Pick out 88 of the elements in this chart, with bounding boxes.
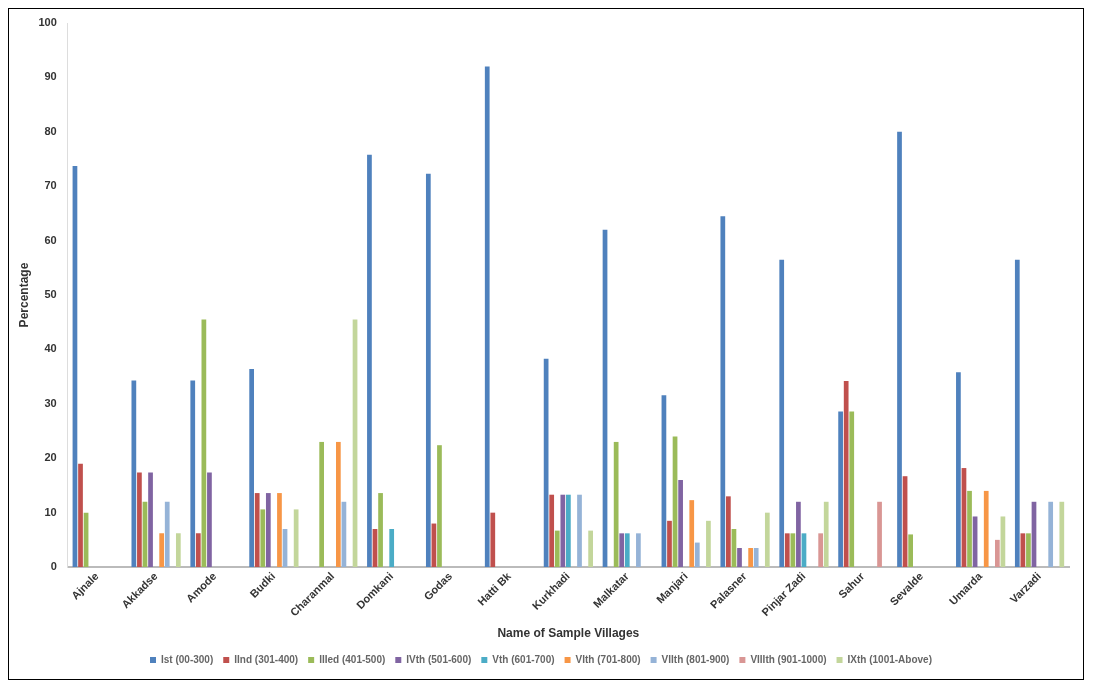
y-tick-label: 100	[38, 16, 57, 29]
bar	[265, 493, 271, 568]
y-tick-label: 90	[44, 70, 57, 83]
legend-label: Vth (601-700)	[492, 653, 555, 665]
bar	[549, 494, 555, 568]
bar	[619, 533, 625, 568]
bar	[207, 472, 212, 568]
bar	[764, 512, 770, 568]
y-tick-label: 20	[44, 451, 57, 464]
bar	[254, 493, 260, 568]
bar	[908, 534, 913, 568]
bar	[624, 533, 630, 568]
legend-label: VIIIth (901-1000)	[750, 653, 827, 665]
bar	[378, 493, 383, 568]
bar	[560, 494, 566, 568]
legend-label: VIth (701-800)	[575, 653, 641, 665]
legend-label: Ist (00-300)	[161, 653, 214, 665]
bar	[554, 530, 560, 568]
y-tick-label: 70	[44, 179, 57, 192]
bar	[897, 131, 902, 568]
bar	[389, 528, 395, 568]
bar	[849, 411, 855, 568]
y-tick-label: 60	[44, 233, 57, 246]
bar	[78, 463, 83, 568]
bar	[779, 259, 785, 568]
bar	[195, 533, 201, 568]
bar	[613, 441, 619, 568]
bar	[636, 533, 641, 568]
bar	[319, 441, 325, 568]
bar	[994, 539, 1000, 568]
bar	[726, 496, 731, 568]
bar	[131, 380, 137, 568]
bar	[667, 520, 672, 568]
bar	[678, 480, 683, 568]
bar	[437, 445, 442, 568]
bar	[484, 66, 490, 568]
bar	[784, 533, 790, 568]
bar	[983, 490, 989, 568]
bar	[249, 369, 255, 568]
y-tick-label: 40	[44, 342, 57, 355]
bar	[566, 494, 571, 568]
bar	[689, 500, 695, 568]
bar	[164, 501, 170, 568]
y-tick-label: 80	[44, 124, 57, 137]
bar	[175, 533, 181, 568]
bar	[694, 542, 700, 568]
bar	[956, 372, 961, 568]
bar	[877, 501, 882, 568]
bar	[335, 441, 341, 568]
bar	[1014, 259, 1020, 568]
bar	[720, 216, 726, 568]
legend-label: VIIth (801-900)	[661, 653, 730, 665]
y-axis-title: Percentage	[16, 262, 31, 328]
legend-label: IXth (1001-Above)	[847, 653, 933, 665]
bar	[790, 533, 796, 568]
legend-label: IVth (501-600)	[406, 653, 472, 665]
bar	[293, 509, 299, 568]
bar	[490, 512, 496, 568]
bar	[425, 173, 431, 568]
bar	[137, 472, 142, 568]
bar	[967, 490, 972, 568]
bar	[190, 380, 196, 568]
bar	[277, 493, 282, 568]
bar	[367, 154, 372, 568]
bar	[838, 411, 843, 568]
bar	[706, 520, 711, 568]
bar	[148, 472, 153, 568]
y-tick-label: 50	[44, 288, 57, 301]
y-tick-label: 30	[44, 396, 57, 409]
bar	[1048, 501, 1054, 568]
bar	[588, 530, 593, 568]
bar	[818, 533, 824, 568]
bar	[796, 501, 801, 568]
bar	[737, 548, 742, 568]
bar	[753, 548, 759, 568]
bar	[823, 501, 829, 568]
y-tick-label: 0	[50, 560, 57, 573]
bar	[577, 494, 582, 568]
bar	[260, 509, 266, 568]
legend-label: IIIed (401-500)	[319, 653, 386, 665]
bar	[159, 533, 165, 568]
y-tick-label: 10	[44, 505, 57, 518]
x-axis-title: Name of Sample Villages	[497, 626, 640, 641]
bar	[1059, 501, 1065, 568]
bar	[843, 381, 849, 568]
legend-label: IInd (301-400)	[234, 653, 299, 665]
bar	[1026, 533, 1031, 568]
bar	[748, 548, 753, 568]
